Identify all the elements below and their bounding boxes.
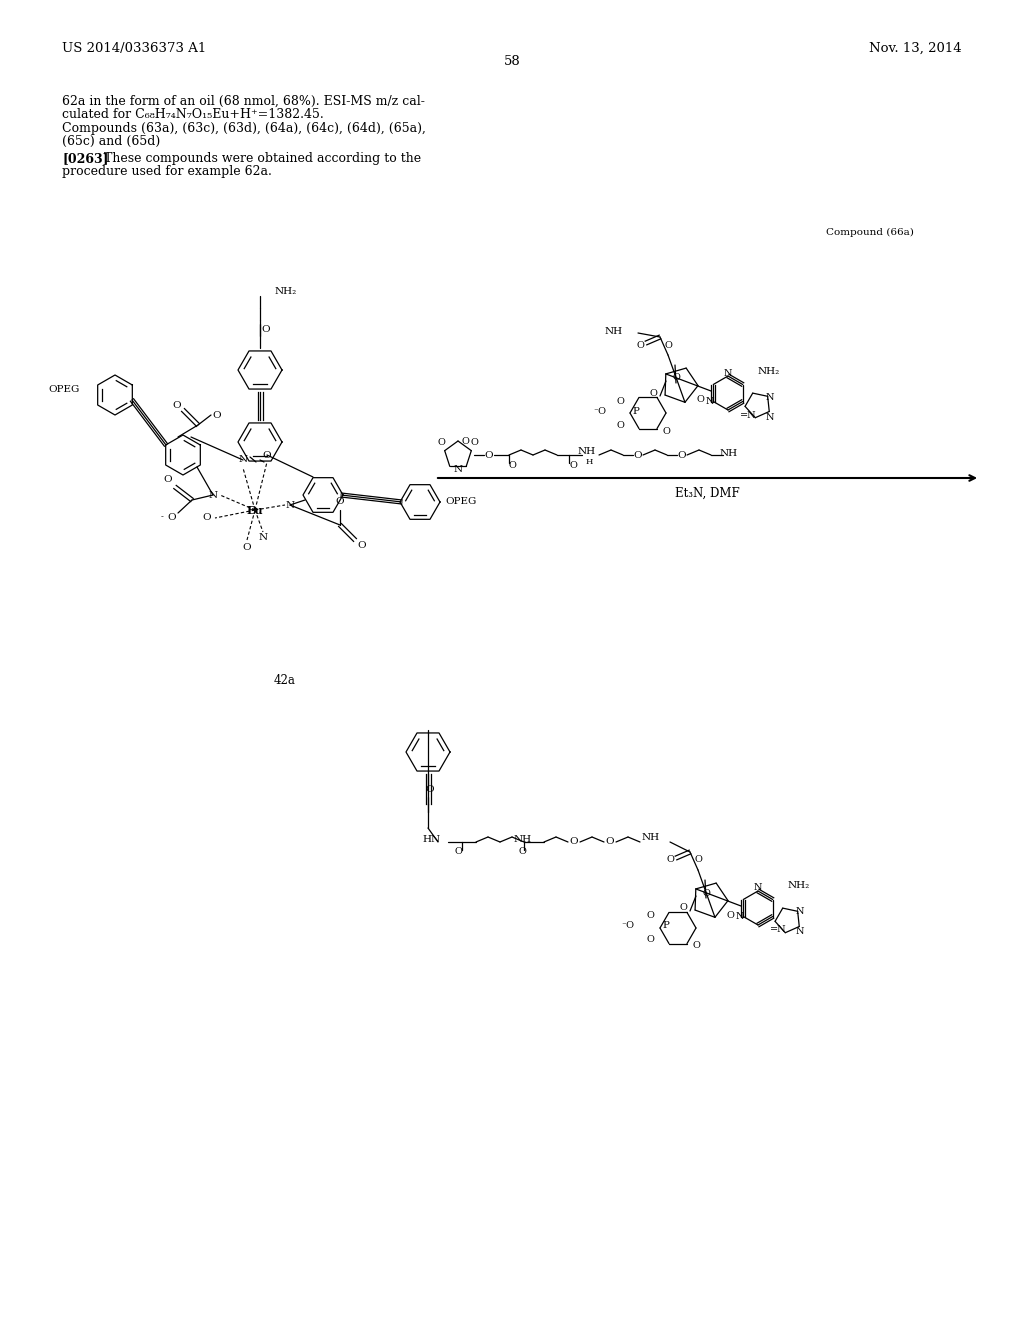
Text: 58: 58: [504, 55, 520, 69]
Text: O: O: [634, 450, 642, 459]
Text: N: N: [706, 397, 715, 407]
Text: O: O: [702, 888, 710, 898]
Text: 62a in the form of an oil (68 nmol, 68%). ESI-MS m/z cal-: 62a in the form of an oil (68 nmol, 68%)…: [62, 95, 425, 108]
Text: O: O: [692, 941, 700, 950]
Text: O: O: [672, 374, 680, 383]
Text: O: O: [663, 426, 670, 436]
Text: N: N: [796, 908, 804, 916]
Text: NH: NH: [720, 449, 738, 458]
Text: NH₂: NH₂: [758, 367, 780, 375]
Text: NH: NH: [514, 836, 532, 845]
Text: H: H: [586, 458, 593, 466]
Text: NH₂: NH₂: [275, 286, 297, 296]
Text: O: O: [164, 475, 172, 484]
Text: O: O: [173, 401, 181, 411]
Text: Et₃N, DMF: Et₃N, DMF: [675, 487, 740, 499]
Text: Eu: Eu: [247, 504, 263, 516]
Text: ⁻O: ⁻O: [621, 921, 634, 931]
Text: O: O: [694, 855, 701, 865]
Text: =N: =N: [770, 925, 786, 935]
Text: O: O: [454, 847, 462, 857]
Text: Compound (66a): Compound (66a): [826, 228, 914, 238]
Text: O: O: [262, 326, 270, 334]
Text: -: -: [161, 513, 164, 521]
Text: O: O: [357, 540, 367, 549]
Text: P: P: [663, 921, 670, 931]
Text: O: O: [649, 388, 657, 397]
Text: =N: =N: [739, 411, 757, 420]
Text: OPEG: OPEG: [445, 498, 476, 507]
Text: O: O: [664, 341, 672, 350]
Text: US 2014/0336373 A1: US 2014/0336373 A1: [62, 42, 206, 55]
Text: NH: NH: [605, 326, 623, 335]
Text: NH: NH: [578, 447, 596, 457]
Text: O: O: [336, 498, 344, 507]
Text: O: O: [168, 512, 176, 521]
Text: O: O: [616, 396, 624, 405]
Text: N: N: [286, 500, 295, 510]
Text: N: N: [454, 465, 463, 474]
Text: [0263]: [0263]: [62, 152, 109, 165]
Text: N: N: [239, 455, 248, 465]
Text: NH₂: NH₂: [788, 882, 810, 891]
Text: HN: HN: [423, 836, 441, 845]
Text: O: O: [461, 437, 469, 446]
Text: Compounds (63a), (63c), (63d), (64a), (64c), (64d), (65a),: Compounds (63a), (63c), (63d), (64a), (6…: [62, 121, 426, 135]
Text: N: N: [209, 491, 217, 499]
Text: N: N: [724, 368, 732, 378]
Text: O: O: [678, 450, 686, 459]
Text: culated for C₆₈H₇₄N₇O₁₅Eu+H⁺=1382.45.: culated for C₆₈H₇₄N₇O₁₅Eu+H⁺=1382.45.: [62, 108, 324, 121]
Text: O: O: [518, 847, 526, 857]
Text: N: N: [754, 883, 762, 891]
Text: N: N: [796, 928, 804, 936]
Text: O: O: [569, 837, 579, 846]
Text: O: O: [243, 544, 251, 553]
Text: O: O: [569, 461, 577, 470]
Text: NH: NH: [642, 833, 660, 842]
Text: N: N: [258, 533, 267, 543]
Text: procedure used for example 62a.: procedure used for example 62a.: [62, 165, 272, 178]
Text: (65c) and (65d): (65c) and (65d): [62, 135, 160, 148]
Text: O: O: [437, 438, 445, 447]
Text: O: O: [616, 421, 624, 429]
Text: These compounds were obtained according to the: These compounds were obtained according …: [104, 152, 421, 165]
Text: N: N: [766, 392, 774, 401]
Text: O: O: [679, 903, 687, 912]
Text: 42a: 42a: [274, 673, 296, 686]
Text: O: O: [263, 450, 271, 459]
Text: O: O: [213, 411, 221, 420]
Text: P: P: [633, 407, 639, 416]
Text: OPEG: OPEG: [48, 385, 80, 395]
Text: N: N: [766, 412, 774, 421]
Text: O: O: [666, 855, 674, 865]
Text: O: O: [646, 936, 654, 945]
Text: O: O: [646, 912, 654, 920]
Text: O: O: [426, 785, 434, 795]
Text: O: O: [508, 461, 516, 470]
Text: O: O: [470, 438, 478, 447]
Text: O: O: [636, 341, 644, 350]
Text: ⁻O: ⁻O: [593, 407, 606, 416]
Text: O: O: [726, 911, 734, 920]
Text: N: N: [736, 912, 744, 921]
Text: O: O: [203, 513, 211, 523]
Text: O: O: [696, 396, 703, 404]
Text: Nov. 13, 2014: Nov. 13, 2014: [869, 42, 962, 55]
Text: O: O: [484, 450, 494, 459]
Text: O: O: [605, 837, 614, 846]
